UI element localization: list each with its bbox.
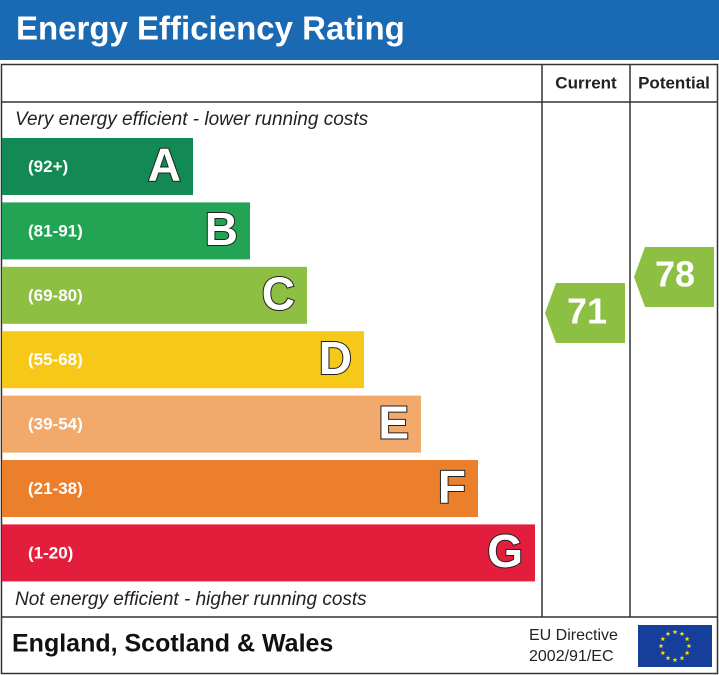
band-bar	[2, 138, 193, 195]
band-letter: F	[438, 461, 466, 513]
eu-star	[660, 650, 666, 656]
band-range: (1-20)	[28, 543, 73, 562]
band-bar	[2, 266, 307, 324]
potential-arrow	[634, 247, 714, 307]
directive-line: 2002/91/EC	[529, 648, 614, 665]
eu-star	[660, 636, 666, 642]
top-note: Very energy efficient - lower running co…	[15, 109, 369, 130]
current-score: 71	[567, 291, 607, 332]
directive-line: EU Directive	[529, 627, 618, 644]
potential-header: Potential	[638, 73, 710, 92]
band-range: (92+)	[28, 157, 68, 176]
eu-star	[665, 655, 671, 661]
band-letter: D	[319, 332, 352, 384]
eu-star	[672, 657, 678, 663]
bottom-note: Not energy efficient - higher running co…	[15, 589, 367, 610]
band-range: (21-38)	[28, 479, 83, 498]
region: England, Scotland & Wales	[12, 630, 333, 658]
band-bar	[2, 460, 478, 517]
frame	[0, 63, 719, 675]
eu-star	[679, 631, 685, 636]
eu-star	[684, 650, 690, 656]
title-bar	[0, 0, 719, 60]
band-range: (55-68)	[28, 350, 83, 369]
current-arrow	[545, 283, 625, 343]
bands: (92+) A (81-91) B (69-80) C (55-68) D (39-54) E (2…	[2, 138, 535, 582]
eu-stars	[658, 629, 692, 663]
eu-star	[658, 643, 664, 649]
title: Energy Efficiency Rating	[16, 10, 405, 47]
eu-star	[672, 629, 678, 635]
band-bar	[2, 524, 535, 582]
band-letter: G	[487, 525, 523, 577]
band-bar	[2, 202, 250, 260]
band-range: (81-91)	[28, 221, 83, 240]
band-letter: B	[205, 203, 238, 255]
band-range: (39-54)	[28, 415, 83, 434]
eu-star	[684, 636, 690, 642]
band-letter: A	[148, 139, 181, 191]
eu-star	[686, 643, 692, 649]
band-range: (69-80)	[28, 286, 83, 305]
eu-star	[679, 655, 685, 661]
band-letter: E	[378, 396, 409, 448]
band-bar	[2, 331, 364, 389]
band-letter: C	[262, 267, 295, 319]
band-bar	[2, 395, 421, 453]
eu-star	[665, 631, 671, 636]
potential-score: 78	[655, 254, 695, 295]
current-header: Current	[555, 73, 617, 92]
